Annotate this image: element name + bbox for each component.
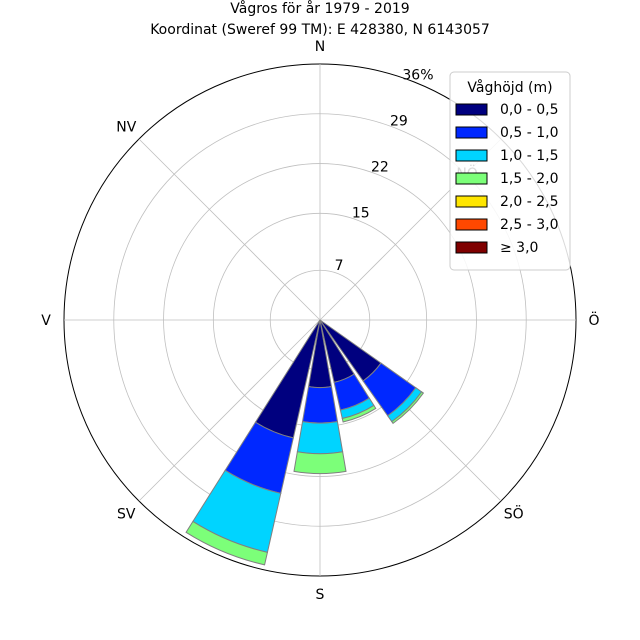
sector-segment (293, 451, 347, 475)
legend-swatch (455, 126, 488, 139)
grid-spoke (138, 319, 321, 502)
sector-segment (341, 404, 377, 423)
legend-swatch (455, 241, 488, 254)
legend-label: 2,0 - 2,5 (500, 194, 558, 210)
legend-label: 1,0 - 1,5 (500, 148, 558, 164)
legend-swatch (455, 149, 488, 162)
legend-swatch (455, 218, 488, 231)
legend-label: 1,5 - 2,0 (500, 171, 558, 187)
sector-segment (391, 391, 425, 425)
direction-label: S (316, 587, 325, 603)
radial-tick-label: 29 (390, 113, 408, 129)
legend-items: 0,0 - 0,5 0,5 - 1,0 1,0 - 1,5 1,5 - 2,0 2,0 … (455, 102, 558, 256)
legend-label: ≥ 3,0 (500, 240, 538, 256)
direction-labels: NÖNÖSÖSSVVNV (41, 39, 599, 603)
direction-label: NV (116, 119, 136, 135)
direction-label: Ö (588, 311, 599, 329)
legend-swatch (455, 172, 488, 185)
radial-tick-label: 15 (352, 205, 370, 221)
radial-tick-label: 36% (402, 67, 433, 83)
grid-spoke (138, 138, 321, 321)
radial-tick-label: 22 (371, 159, 389, 175)
legend-label: 2,5 - 3,0 (500, 217, 558, 233)
radial-tick-labels: 7 15 22 29 36% (335, 67, 434, 274)
direction-label: SV (117, 507, 136, 523)
legend-swatch (455, 195, 488, 208)
legend-swatch (455, 103, 488, 116)
legend-title: Våghöjd (m) (467, 79, 552, 96)
sector-segment (185, 520, 269, 566)
direction-label: V (41, 313, 51, 329)
chart-title-line-1: Vågros för år 1979 - 2019 (230, 0, 409, 17)
legend-label: 0,5 - 1,0 (500, 125, 558, 141)
legend-label: 0,0 - 0,5 (500, 102, 558, 118)
rose-sectors (185, 319, 425, 566)
direction-label: N (315, 39, 325, 55)
chart-title-line-2: Koordinat (Sweref 99 TM): E 428380, N 61… (150, 22, 490, 38)
direction-label: SÖ (504, 505, 524, 523)
sector-segment (301, 386, 339, 424)
radial-tick-label: 7 (335, 258, 344, 274)
sector-segment (296, 421, 344, 455)
legend: Våghöjd (m) 0,0 - 0,5 0,5 - 1,0 1,0 - 1,5 1… (449, 71, 571, 271)
